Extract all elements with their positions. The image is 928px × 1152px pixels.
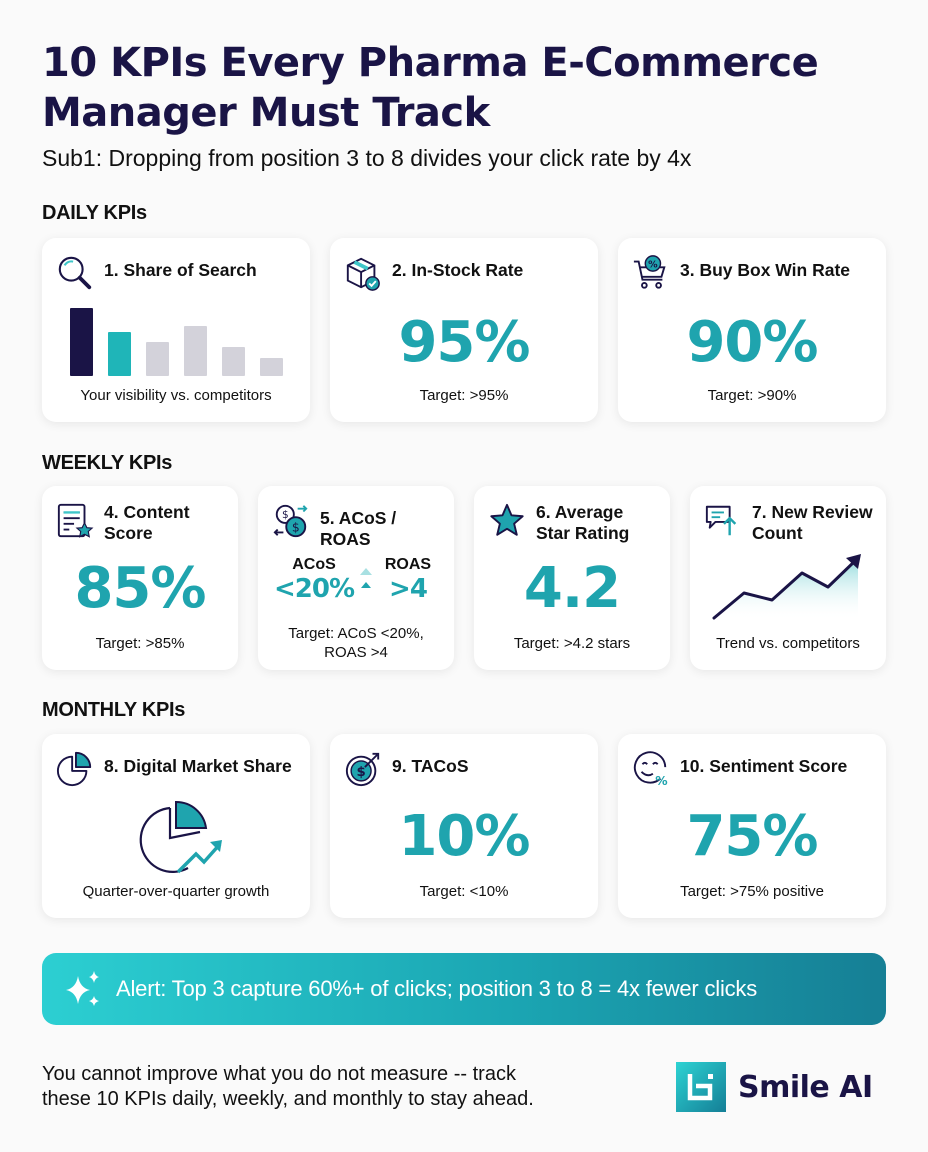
kpi-caption: Quarter-over-quarter growth	[82, 883, 270, 900]
brand-name: Smile AI	[738, 1069, 873, 1105]
svg-text:$: $	[282, 509, 289, 521]
kpi-title: 10. Sentiment Score	[680, 756, 848, 776]
kpi-target-line1: Target: ACoS <20%,	[288, 625, 424, 642]
share-of-search-bar-chart	[70, 308, 285, 376]
smiley-percent-icon: %	[633, 751, 668, 788]
kpi-title: 9. TACoS	[392, 756, 469, 776]
section-monthly-label: MONTHLY KPIs	[42, 699, 186, 721]
bar-you	[108, 332, 131, 376]
bar-competitor	[222, 347, 245, 376]
kpi-value: 10%	[398, 804, 530, 869]
acos-label: ACoS	[292, 556, 336, 573]
magnifier-icon	[58, 256, 92, 290]
kpi-target: Target: <10%	[419, 883, 509, 900]
alert-text: Alert: Top 3 capture 60%+ of clicks; pos…	[116, 976, 758, 1001]
footer-line-2: these 10 KPIs daily, weekly, and monthly…	[42, 1088, 534, 1110]
kpi-caption: Your visibility vs. competitors	[80, 387, 272, 404]
brand-logo: Smile AI	[676, 1062, 873, 1112]
kpi-title: 8. Digital Market Share	[104, 756, 292, 776]
up-triangles-icon	[360, 568, 372, 588]
kpi-card-sentiment-score: % 10. Sentiment Score 75% Target: >75% p…	[618, 734, 886, 918]
kpi-target: Target: >85%	[95, 635, 185, 652]
kpi-card-average-star-rating: 6. Average Star Rating 4.2 Target: >4.2 …	[474, 486, 670, 670]
kpi-card-tacos: $ 9. TACoS 10% Target: <10%	[330, 734, 598, 918]
logo-mark-icon	[676, 1062, 726, 1112]
footer-line-1: You cannot improve what you do not measu…	[42, 1063, 516, 1085]
kpi-title: 5. ACoS / ROAS	[320, 508, 397, 549]
star-icon	[490, 503, 524, 536]
cart-percent-icon: %	[633, 255, 666, 289]
acos-value: <20%	[274, 574, 355, 604]
bar-competitor	[146, 342, 169, 376]
kpi-value: 95%	[398, 310, 530, 375]
section-daily-label: DAILY KPIs	[42, 202, 147, 224]
kpi-card-acos-roas: $ $ 5. ACoS / ROAS ACoS <20% ROAS >4 Tar…	[258, 486, 454, 670]
sparkle-icon	[66, 971, 99, 1006]
bar-competitor	[260, 358, 283, 376]
dollar-exchange-icon: $ $	[273, 504, 308, 538]
page-title: 10 KPIs Every Pharma E-Commerce Manager …	[42, 40, 819, 136]
kpi-value: 90%	[686, 310, 818, 375]
kpi-title: 3. Buy Box Win Rate	[680, 260, 851, 280]
svg-text:$: $	[292, 520, 300, 534]
kpi-title: 7. New Review Count	[752, 502, 873, 543]
bar-competitor	[184, 326, 207, 376]
roas-label: ROAS	[384, 556, 432, 573]
kpi-target: Target: >95%	[419, 387, 509, 404]
footer-message: You cannot improve what you do not measu…	[42, 1062, 642, 1112]
target-dollar-icon: $	[345, 752, 380, 787]
kpi-card-buy-box-win-rate: % 3. Buy Box Win Rate 90% Target: >90%	[618, 238, 886, 422]
roas-value: >4	[389, 574, 428, 604]
bar-leader	[70, 308, 93, 376]
kpi-target: Target: >90%	[707, 387, 797, 404]
document-star-icon	[57, 503, 94, 538]
kpi-value: 85%	[74, 556, 206, 621]
kpi-card-share-of-search: 1. Share of Search Your visibility vs. c…	[42, 238, 310, 422]
kpi-title: 2. In-Stock Rate	[392, 260, 524, 280]
box-check-icon	[346, 257, 380, 291]
kpi-target-line2: ROAS >4	[324, 644, 388, 661]
kpi-caption: Trend vs. competitors	[716, 635, 860, 652]
alert-banner: Alert: Top 3 capture 60%+ of clicks; pos…	[42, 953, 886, 1025]
kpi-card-new-review-count: 7. New Review Count Trend vs. competitor…	[690, 486, 886, 670]
page-subtitle: Sub1: Dropping from position 3 to 8 divi…	[42, 145, 692, 171]
kpi-card-in-stock-rate: 2. In-Stock Rate 95% Target: >95%	[330, 238, 598, 422]
kpi-title: 6. Average Star Rating	[536, 502, 630, 543]
pie-chart-icon	[56, 751, 92, 787]
kpi-target: Target: >4.2 stars	[513, 635, 631, 652]
acos-roas-comparison: ACoS <20% ROAS >4	[258, 556, 454, 616]
kpi-target: Target: >75% positive	[680, 883, 824, 900]
kpi-value: 4.2	[523, 556, 621, 621]
market-share-growth-illustration	[139, 800, 222, 874]
svg-text:$: $	[356, 765, 365, 780]
kpi-card-digital-market-share: 8. Digital Market Share Quarter-over-qua…	[42, 734, 310, 918]
kpi-title: 4. Content Score	[104, 502, 190, 543]
kpi-title: 1. Share of Search	[104, 260, 257, 280]
svg-text:%: %	[648, 259, 658, 270]
chat-arrow-up-icon	[705, 505, 737, 536]
svg-text:%: %	[655, 774, 667, 788]
kpi-value: 75%	[686, 804, 818, 869]
kpi-card-content-score: 4. Content Score 85% Target: >85%	[42, 486, 238, 670]
section-weekly-label: WEEKLY KPIs	[42, 452, 173, 474]
review-trend-chart	[712, 554, 861, 620]
